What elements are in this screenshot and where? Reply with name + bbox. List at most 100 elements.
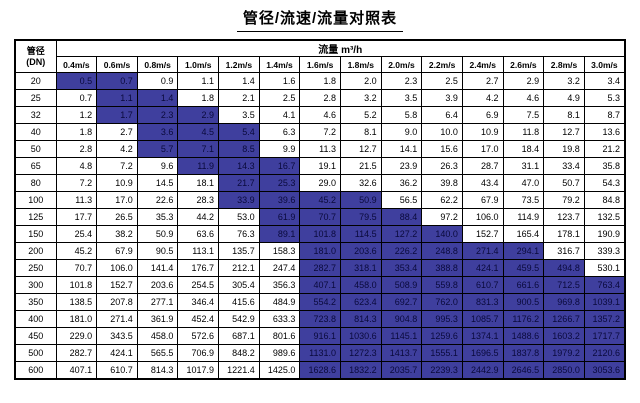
flow-value-cell: 3.2 xyxy=(543,72,585,90)
flow-value-cell: 10.9 xyxy=(96,174,138,192)
flow-value-cell: 229.0 xyxy=(55,327,98,345)
flow-value-cell-highlighted: 712.5 xyxy=(543,276,585,294)
flow-value-cell: 56.5 xyxy=(380,191,423,209)
flow-value-cell: 50.9 xyxy=(136,225,179,243)
flow-value-cell: 53.0 xyxy=(218,208,260,226)
flow-value-cell: 633.3 xyxy=(258,310,301,328)
flow-value-cell: 17.7 xyxy=(55,208,98,226)
flow-value-cell: 2.5 xyxy=(258,89,301,107)
velocity-header-cell: 1.4m/s xyxy=(258,56,301,73)
flow-rate-table: 管径 (DN) 流量 m³/h 0.4m/s 0.6m/s 0.8m/s 1.0m/s… xyxy=(14,39,626,380)
flow-value-cell: 2.9 xyxy=(502,72,545,90)
flow-value-cell: 1.1 xyxy=(177,72,220,90)
table-row: 200 45.2 67.9 90.5 113.1 135.7 158.3 181.0 203.6… xyxy=(14,242,626,260)
table-row: 500 282.7 424.1 565.5 706.9 848.2 989.6 1131.0 1… xyxy=(14,344,626,362)
flow-value-cell-highlighted: 2442.9 xyxy=(461,361,504,379)
flow-value-cell-highlighted: 21.7 xyxy=(218,174,260,192)
flow-value-cell-highlighted: 11.9 xyxy=(177,157,220,175)
flow-value-cell-highlighted: 1145.1 xyxy=(380,327,423,345)
table-row: 600 407.1 610.7 814.3 1017.9 1221.4 1425.0 1628… xyxy=(14,361,626,379)
flow-value-cell-highlighted: 1413.7 xyxy=(380,344,423,362)
flow-value-cell-highlighted: 623.4 xyxy=(339,293,382,311)
table-row: 40 1.8 2.7 3.6 4.5 5.4 6.3 7.2 8.1 9.0 10.0 10.9 11.… xyxy=(14,123,626,141)
flow-value-cell: 11.3 xyxy=(55,191,98,209)
flow-value-cell: 43.4 xyxy=(461,174,504,192)
flow-value-cell-highlighted: 995.3 xyxy=(421,310,463,328)
flow-value-cell-highlighted: 1131.0 xyxy=(299,344,341,362)
flow-value-cell-highlighted: 1.4 xyxy=(136,89,179,107)
flow-value-cell-highlighted: 3.6 xyxy=(136,123,179,141)
dn-cell: 50 xyxy=(14,140,57,158)
velocity-header-cell: 1.2m/s xyxy=(218,56,260,73)
flow-value-cell: 17.0 xyxy=(96,191,138,209)
flow-value-cell-highlighted: 2035.7 xyxy=(380,361,423,379)
velocity-header-cell: 2.0m/s xyxy=(380,56,423,73)
flow-value-cell: 5.3 xyxy=(583,89,626,107)
flow-value-cell: 247.4 xyxy=(258,259,301,277)
flow-value-cell: 54.3 xyxy=(583,174,626,192)
flow-value-cell: 45.2 xyxy=(55,242,98,260)
flow-value-cell: 6.9 xyxy=(461,106,504,124)
flow-value-cell-highlighted: 459.5 xyxy=(502,259,545,277)
flow-value-cell-highlighted: 458.0 xyxy=(339,276,382,294)
flow-value-cell: 50.7 xyxy=(543,174,585,192)
flow-value-cell: 12.7 xyxy=(543,123,585,141)
flow-value-cell: 4.2 xyxy=(96,140,138,158)
flow-value-cell: 73.5 xyxy=(502,191,545,209)
flow-value-cell: 9.6 xyxy=(136,157,179,175)
table-row: 400 181.0 271.4 361.9 452.4 542.9 633.3 723.8 81… xyxy=(14,310,626,328)
flow-value-cell: 4.6 xyxy=(299,106,341,124)
flow-value-cell: 14.1 xyxy=(380,140,423,158)
flow-value-cell: 138.5 xyxy=(55,293,98,311)
flow-value-cell: 106.0 xyxy=(461,208,504,226)
flow-value-cell: 565.5 xyxy=(136,344,179,362)
flow-value-cell: 2.8 xyxy=(55,140,98,158)
flow-value-cell-highlighted: 282.7 xyxy=(299,259,341,277)
flow-value-cell: 11.3 xyxy=(299,140,341,158)
flow-value-cell: 2.0 xyxy=(339,72,382,90)
flow-value-cell-highlighted: 318.1 xyxy=(339,259,382,277)
dn-cell: 25 xyxy=(14,89,57,107)
dn-cell: 200 xyxy=(14,242,57,260)
flow-value-cell: 23.9 xyxy=(380,157,423,175)
flow-value-cell: 814.3 xyxy=(136,361,179,379)
flow-value-cell: 415.6 xyxy=(218,293,260,311)
flow-value-cell: 35.3 xyxy=(136,208,179,226)
velocity-header-cell: 1.0m/s xyxy=(177,56,220,73)
flow-value-cell: 90.5 xyxy=(136,242,179,260)
flow-value-cell-highlighted: 7.1 xyxy=(177,140,220,158)
flow-value-cell: 4.6 xyxy=(502,89,545,107)
flow-value-cell-highlighted: 1832.2 xyxy=(339,361,382,379)
flow-value-cell: 158.3 xyxy=(258,242,301,260)
dn-cell: 80 xyxy=(14,174,57,192)
dn-cell: 125 xyxy=(14,208,57,226)
flow-value-cell-highlighted: 0.5 xyxy=(55,72,98,90)
flow-value-cell: 152.7 xyxy=(96,276,138,294)
flow-value-cell-highlighted: 969.8 xyxy=(543,293,585,311)
table-row: 300 101.8 152.7 203.6 254.5 305.4 356.3 407.1 45… xyxy=(14,276,626,294)
velocity-header-cell: 0.8m/s xyxy=(136,56,179,73)
flow-value-cell: 4.1 xyxy=(258,106,301,124)
flow-value-cell-highlighted: 79.5 xyxy=(339,208,382,226)
flow-value-cell: 9.9 xyxy=(258,140,301,158)
table-row: 250 70.7 106.0 141.4 176.7 212.1 247.4 282.7 318… xyxy=(14,259,626,277)
flow-value-cell-highlighted: 388.8 xyxy=(421,259,463,277)
flow-value-cell-highlighted: 1979.2 xyxy=(543,344,585,362)
flow-value-cell: 203.6 xyxy=(136,276,179,294)
table-row: 80 7.2 10.9 14.5 18.1 21.7 25.3 29.0 32.6 36.2 39.… xyxy=(14,174,626,192)
flow-value-cell: 271.4 xyxy=(96,310,138,328)
flow-value-cell-highlighted: 140.0 xyxy=(421,225,463,243)
flow-value-cell-highlighted: 25.3 xyxy=(258,174,301,192)
flow-value-cell-highlighted: 1176.2 xyxy=(502,310,545,328)
flow-value-cell-highlighted: 4.5 xyxy=(177,123,220,141)
flow-value-cell: 19.8 xyxy=(543,140,585,158)
dn-cell: 600 xyxy=(14,361,57,379)
flow-value-cell-highlighted: 33.9 xyxy=(218,191,260,209)
flow-value-cell-highlighted: 101.8 xyxy=(299,225,341,243)
flow-value-cell: 39.8 xyxy=(421,174,463,192)
flow-value-cell: 70.7 xyxy=(55,259,98,277)
flow-value-cell-highlighted: 692.7 xyxy=(380,293,423,311)
flow-value-cell-highlighted: 1374.1 xyxy=(461,327,504,345)
flow-value-cell: 2.8 xyxy=(299,89,341,107)
